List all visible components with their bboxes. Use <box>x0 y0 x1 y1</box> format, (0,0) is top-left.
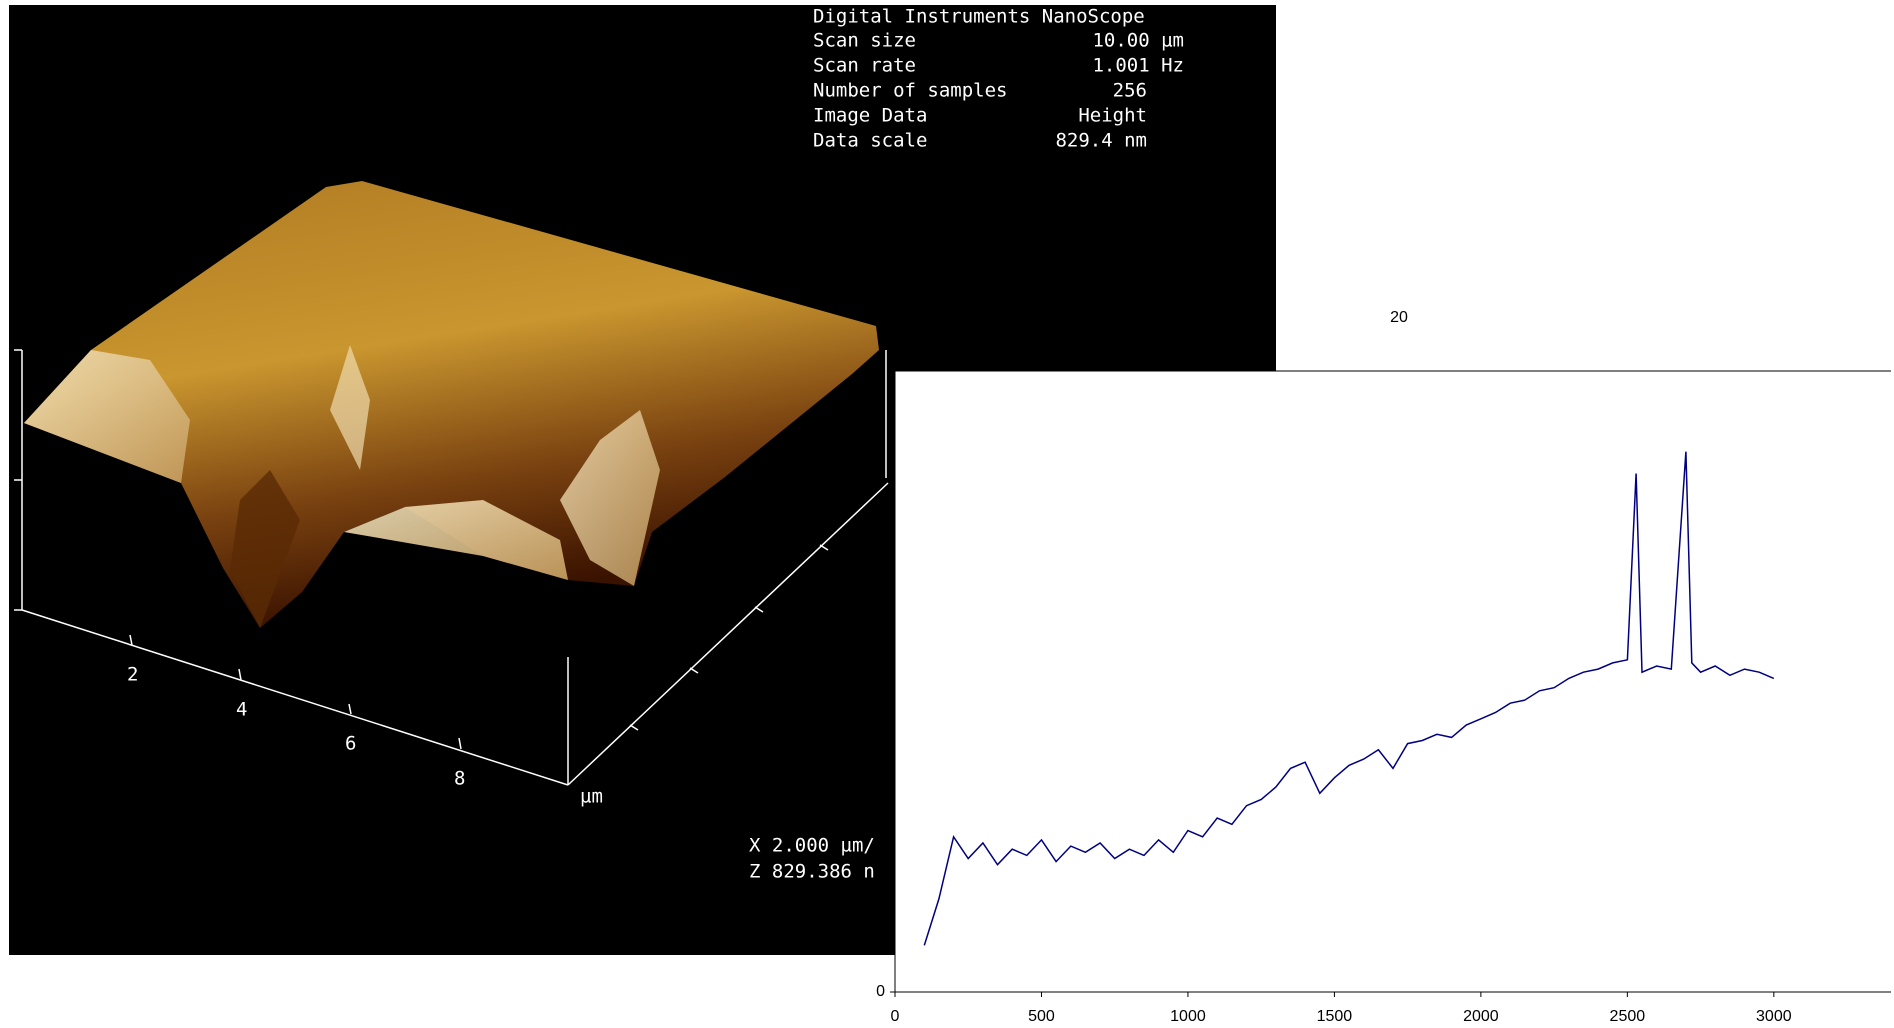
scale-z: Z 829.386 n <box>749 861 875 883</box>
y-tick-label: 0 <box>876 983 885 1000</box>
x-tick-label: 2000 <box>1463 1008 1499 1025</box>
axis-unit: µm <box>580 786 603 808</box>
info-label: Data scale <box>813 130 927 152</box>
axis-label: 6 <box>345 733 356 755</box>
info-label: Number of samples <box>813 80 1007 102</box>
x-tick-label: 0 <box>891 1008 900 1025</box>
afm-title: Digital Instruments NanoScope <box>813 6 1145 28</box>
info-value: 829.4 nm <box>1055 130 1147 152</box>
info-label: Image Data <box>813 105 927 127</box>
axis-label: 4 <box>236 699 247 721</box>
x-tick-label: 1500 <box>1317 1008 1353 1025</box>
x-tick-label: 1000 <box>1170 1008 1206 1025</box>
info-value: 10.00 µm <box>1092 30 1184 52</box>
info-value: 256 <box>1113 80 1147 102</box>
info-label: Scan rate <box>813 55 916 77</box>
x-tick-label: 500 <box>1028 1008 1055 1025</box>
info-value: 1.001 Hz <box>1092 55 1184 77</box>
x-tick-label: 2500 <box>1610 1008 1646 1025</box>
info-label: Scan size <box>813 30 916 52</box>
info-value: Height <box>1078 105 1147 127</box>
y-tick-label: 20 <box>1390 309 1408 326</box>
x-tick-label: 3000 <box>1756 1008 1792 1025</box>
scale-x: X 2.000 µm/ <box>749 835 875 857</box>
axis-label: 2 <box>127 664 138 686</box>
chart-background <box>895 371 1894 1028</box>
screen: Digital Instruments NanoScope X 2.000 µm… <box>0 0 1894 1028</box>
page: Digital Instruments NanoScope X 2.000 µm… <box>0 0 1894 1028</box>
axis-label: 8 <box>454 768 465 790</box>
